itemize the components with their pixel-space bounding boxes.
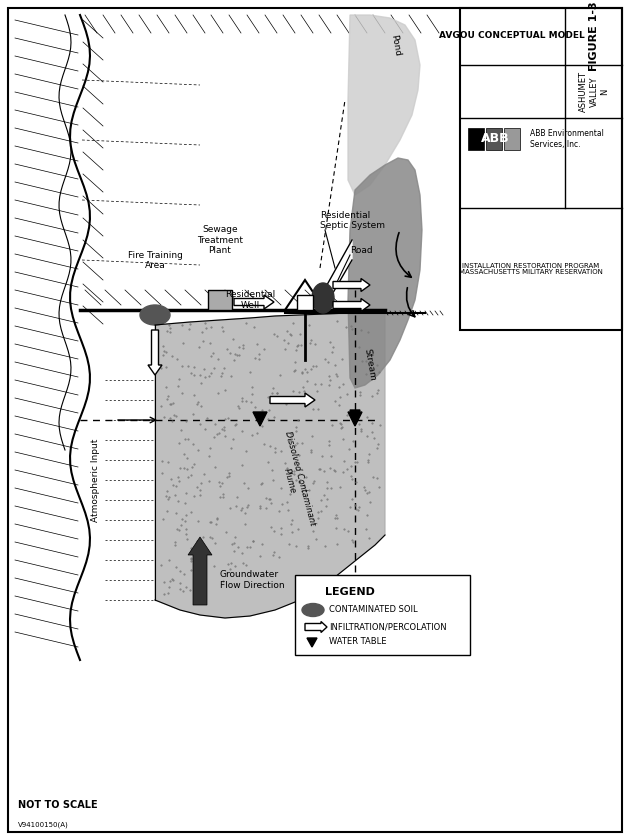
Text: Residential
Septic System: Residential Septic System [320, 211, 385, 230]
FancyArrow shape [333, 279, 370, 291]
Text: ASHUMET
VALLEY
N: ASHUMET VALLEY N [579, 71, 609, 112]
Text: INSTALLATION RESTORATION PROGRAM
MASSACHUSETTS MILITARY RESERVATION: INSTALLATION RESTORATION PROGRAM MASSACH… [459, 262, 603, 276]
Ellipse shape [302, 603, 324, 617]
Bar [208, 290, 232, 310]
FancyArrowPatch shape [406, 288, 415, 317]
FancyArrow shape [333, 298, 370, 312]
Text: INFILTRATION/PERCOLATION: INFILTRATION/PERCOLATION [329, 622, 447, 632]
Text: NOT TO SCALE: NOT TO SCALE [18, 800, 98, 810]
Text: ABB Environmental
Services, Inc.: ABB Environmental Services, Inc. [530, 129, 604, 149]
Polygon shape [253, 412, 267, 426]
Bar [504, 128, 520, 150]
Polygon shape [323, 240, 352, 310]
Polygon shape [155, 311, 385, 618]
Text: Atmospheric Input: Atmospheric Input [91, 438, 100, 522]
Text: FIGURE 1-3: FIGURE 1-3 [589, 1, 599, 71]
Text: Stream: Stream [363, 348, 377, 382]
Text: Pond: Pond [389, 34, 401, 56]
Bar [295, 575, 470, 655]
Bar [468, 128, 484, 150]
FancyArrow shape [270, 393, 315, 407]
Text: Dissolved Contaminant
Plume: Dissolved Contaminant Plume [273, 431, 317, 529]
Text: WATER TABLE: WATER TABLE [329, 638, 386, 647]
Text: V94100150(A): V94100150(A) [18, 822, 69, 828]
Polygon shape [348, 15, 420, 195]
Text: Residential
Well: Residential Well [225, 291, 275, 310]
Bar [486, 128, 502, 150]
Text: CONTAMINATED SOIL: CONTAMINATED SOIL [329, 606, 418, 615]
Text: Road: Road [350, 246, 372, 255]
Text: Sewage
Treatment
Plant: Sewage Treatment Plant [197, 225, 243, 255]
Polygon shape [348, 412, 362, 426]
Text: LEGEND: LEGEND [325, 587, 375, 597]
Polygon shape [348, 158, 422, 388]
FancyArrow shape [148, 330, 162, 375]
Text: ABB: ABB [481, 133, 509, 145]
FancyArrow shape [188, 537, 212, 605]
FancyArrow shape [234, 295, 274, 309]
Polygon shape [307, 638, 317, 647]
Polygon shape [350, 410, 360, 425]
Text: AVGOU CONCEPTUAL MODEL: AVGOU CONCEPTUAL MODEL [439, 31, 585, 40]
FancyArrowPatch shape [396, 233, 411, 277]
Text: Groundwater
Flow Direction: Groundwater Flow Direction [220, 570, 285, 590]
FancyArrow shape [305, 622, 327, 633]
Ellipse shape [312, 283, 334, 313]
Bar [297, 295, 313, 310]
Text: Fire Training
Area: Fire Training Area [127, 250, 183, 270]
Bar [460, 8, 622, 330]
Ellipse shape [140, 305, 170, 325]
